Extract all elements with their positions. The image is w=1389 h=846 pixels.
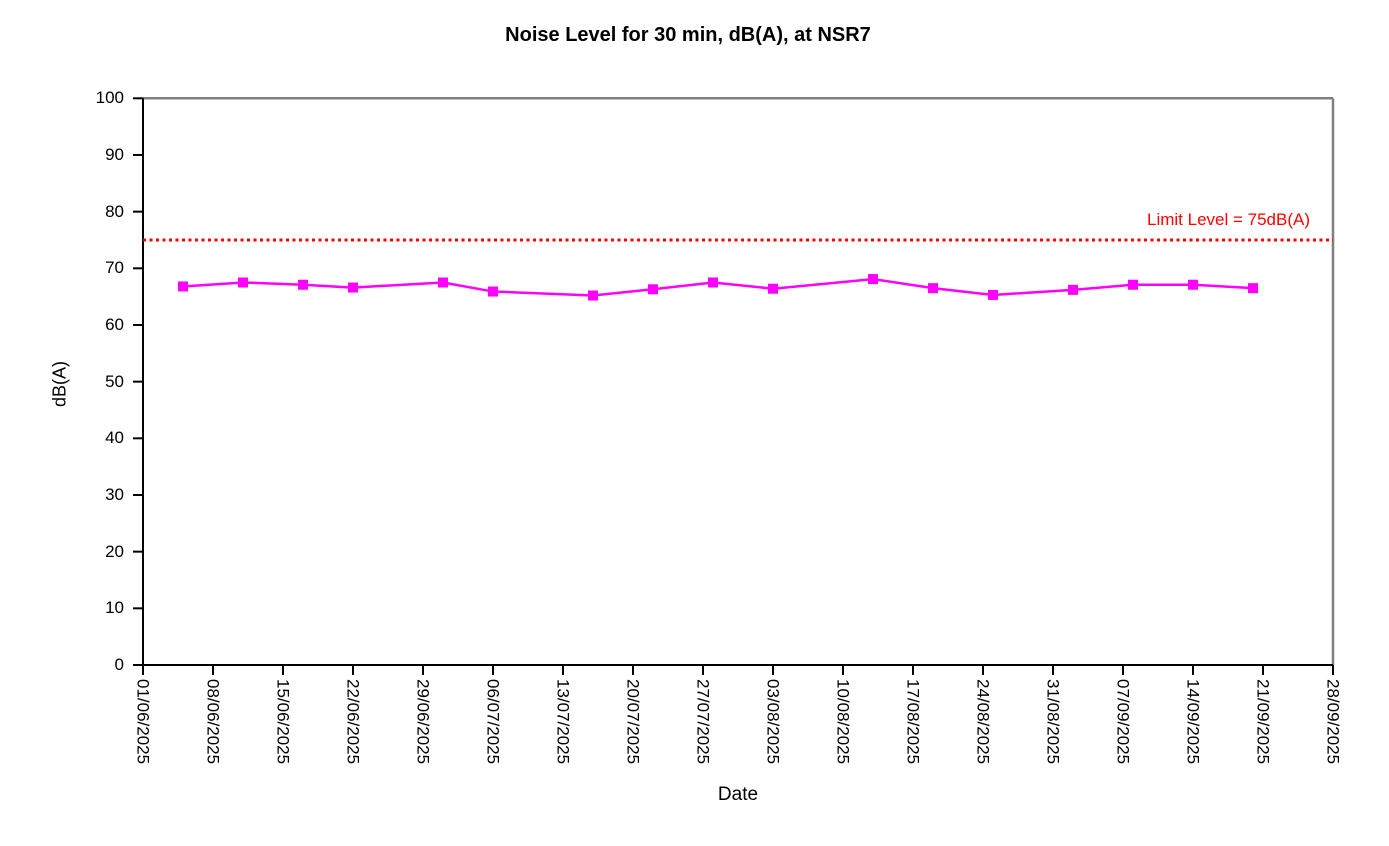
y-tick-label: 60 <box>105 314 124 334</box>
y-tick-label: 10 <box>105 598 124 618</box>
x-tick-label: 14/09/2025 <box>1183 679 1203 765</box>
x-tick-label: 01/06/2025 <box>133 679 153 765</box>
data-point-marker <box>1188 279 1198 290</box>
data-point-marker <box>1128 279 1138 290</box>
y-tick-label: 40 <box>105 428 124 448</box>
data-point-marker <box>178 281 188 292</box>
x-tick-label: 31/08/2025 <box>1043 679 1063 765</box>
data-point-marker <box>648 284 658 295</box>
x-tick-label: 27/07/2025 <box>693 679 713 765</box>
data-point-marker <box>298 279 308 290</box>
x-tick-label: 20/07/2025 <box>623 679 643 765</box>
limit-line-label: Limit Level = 75dB(A) <box>1147 210 1310 229</box>
x-tick-label: 28/09/2025 <box>1323 679 1343 765</box>
y-axis-title: dB(A) <box>49 360 70 408</box>
x-tick-label: 08/06/2025 <box>203 679 223 765</box>
y-tick-label: 0 <box>114 655 124 674</box>
x-axis-title: Date <box>717 784 759 805</box>
x-tick-label: 17/08/2025 <box>903 679 923 765</box>
data-point-marker <box>768 283 778 294</box>
data-point-marker <box>348 282 358 293</box>
data-point-marker <box>488 286 498 297</box>
data-point-marker <box>588 290 598 301</box>
x-tick-label: 15/06/2025 <box>273 679 293 765</box>
data-point-marker <box>1068 284 1078 295</box>
y-tick-label: 30 <box>105 484 124 504</box>
data-point-marker <box>1248 283 1258 294</box>
x-tick-label: 06/07/2025 <box>483 679 503 765</box>
x-tick-label: 21/09/2025 <box>1253 679 1273 765</box>
data-point-marker <box>438 277 448 288</box>
x-tick-label: 22/06/2025 <box>343 679 363 765</box>
x-tick-label: 13/07/2025 <box>553 679 573 765</box>
data-point-marker <box>708 277 718 288</box>
chart-title: Noise Level for 30 min, dB(A), at NSR7 <box>505 24 871 46</box>
x-tick-label: 10/08/2025 <box>833 679 853 765</box>
x-tick-label: 03/08/2025 <box>763 679 783 765</box>
data-point-marker <box>238 277 248 288</box>
y-tick-label: 20 <box>105 541 124 561</box>
y-tick-label: 50 <box>105 371 124 391</box>
x-tick-label: 29/06/2025 <box>413 679 433 765</box>
data-point-marker <box>988 289 998 300</box>
y-tick-label: 70 <box>105 258 124 278</box>
data-point-marker <box>868 274 878 285</box>
y-tick-label: 90 <box>105 144 124 164</box>
y-tick-label: 100 <box>95 88 124 108</box>
x-tick-label: 24/08/2025 <box>973 679 993 765</box>
data-point-marker <box>928 283 938 294</box>
x-tick-label: 07/09/2025 <box>1113 679 1133 765</box>
y-tick-label: 80 <box>105 201 124 221</box>
